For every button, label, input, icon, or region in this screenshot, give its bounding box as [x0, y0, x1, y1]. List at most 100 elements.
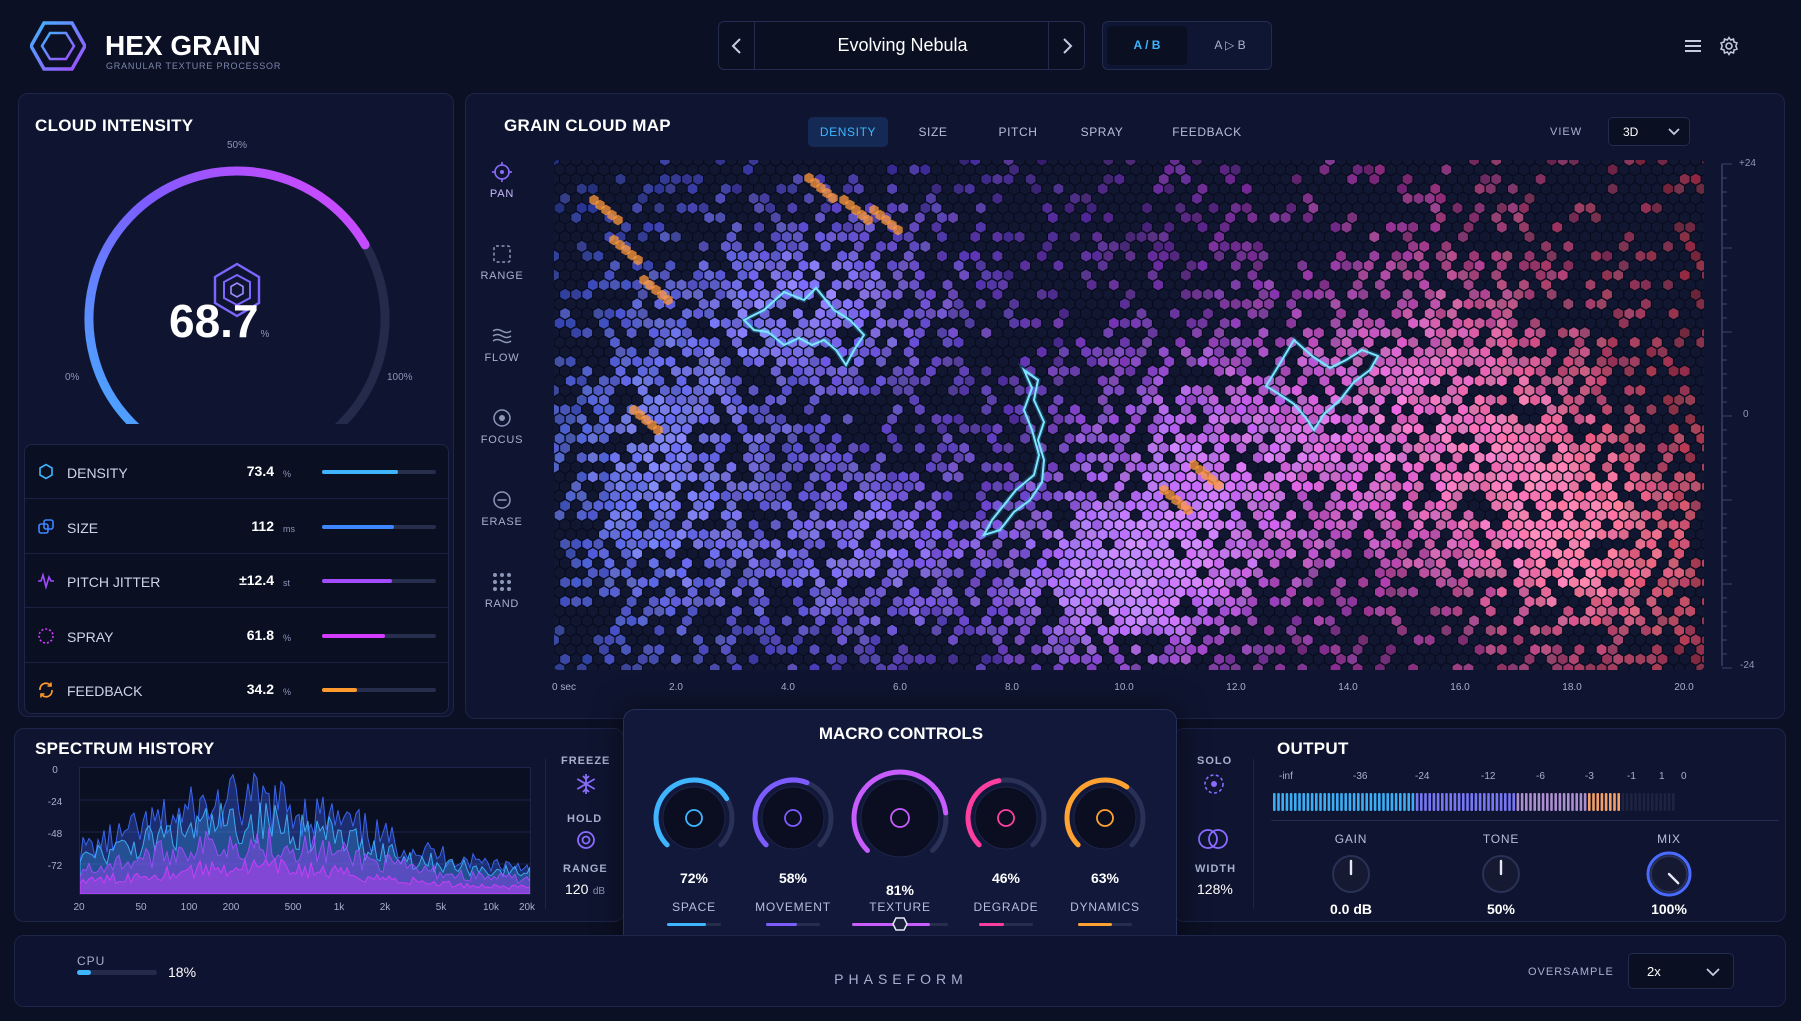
param-row[interactable]: hexagon-icon DENSITY 73.4% [25, 445, 448, 499]
meter-tick: -1 [1627, 771, 1636, 782]
tool-erase[interactable]: ERASE [466, 484, 538, 554]
brand-subtitle: GRANULAR TEXTURE PROCESSOR [106, 61, 282, 71]
cpu-label: CPU [77, 954, 106, 968]
spectrum-x-tick: 500 [284, 902, 302, 913]
param-row[interactable]: spray-icon SPRAY 61.8% [25, 609, 448, 663]
oversample-select[interactable]: 2x [1628, 953, 1734, 989]
menu-icon[interactable] [1684, 38, 1702, 54]
macro-knob-texture[interactable] [846, 764, 954, 872]
output-level-meter [1271, 791, 1781, 813]
grain-cloud-map-panel: GRAIN CLOUD MAP DENSITY SIZE PITCH SPRAY FEE… [465, 93, 1785, 719]
macro-knob-movement[interactable] [747, 772, 839, 864]
macro-knob-degrade[interactable] [960, 772, 1052, 864]
macro-knob-bar-fill [852, 923, 930, 926]
spectrum-x-tick: 50 [135, 902, 147, 913]
freeze-snowflake-icon[interactable] [575, 773, 597, 795]
intensity-gauge[interactable] [79, 144, 399, 424]
param-row[interactable]: resize-icon SIZE 112 ms [25, 500, 448, 554]
tool-range[interactable]: RANGE [466, 238, 538, 308]
spectrum-x-tick: 2k [379, 902, 391, 913]
output-knob-value: 0.0 dB [1329, 901, 1372, 917]
map-x-axis: 0 sec 2.0 4.0 6.0 8.0 10.0 12.0 14.0 16.0 18.0 20.… [552, 682, 1704, 698]
meter-tick: -12 [1481, 771, 1496, 782]
width-value[interactable]: 128% [1197, 881, 1233, 897]
oversample-label: OVERSAMPLE [1528, 966, 1614, 978]
output-knob-tone[interactable] [1477, 850, 1525, 898]
macro-knob-label: TEXTURE [869, 900, 931, 914]
tool-rand[interactable]: RAND [466, 566, 538, 636]
output-knob-value: 100% [1651, 901, 1687, 917]
tool-flow[interactable]: FLOW [466, 320, 538, 390]
param-slider[interactable] [322, 688, 436, 692]
macro-knob-space[interactable] [648, 772, 740, 864]
param-value: 112 [251, 517, 274, 534]
param-slider[interactable] [322, 633, 436, 638]
map-tab[interactable]: SPRAY [1080, 125, 1124, 139]
macro-knob-bar-fill [979, 923, 1004, 926]
param-slider[interactable] [322, 470, 436, 474]
tool-pan[interactable]: PAN [466, 156, 538, 226]
macro-knob-bar [766, 923, 820, 926]
output-knob-gain[interactable] [1327, 850, 1375, 898]
range-label: RANGE [563, 863, 608, 875]
grain-hex-map[interactable] [554, 160, 1704, 670]
width-rings-icon[interactable] [1197, 827, 1229, 851]
spectrum-y-tick: -48 [47, 829, 63, 840]
macro-knob-value: 63% [1090, 870, 1120, 886]
map-x-tick: 10.0 [1114, 682, 1134, 693]
map-tab[interactable]: SIZE [918, 125, 948, 139]
spectrum-x-tick: 1k [333, 902, 345, 913]
preset-next-button[interactable] [1048, 22, 1084, 69]
spectrum-x-tick: 5k [435, 902, 447, 913]
width-label: WIDTH [1195, 863, 1237, 875]
tool-focus[interactable]: FOCUS [466, 402, 538, 472]
param-value: ±12.4 [239, 572, 274, 588]
param-row[interactable]: loop-icon FEEDBACK 34.2% [25, 663, 448, 717]
map-tab[interactable]: FEEDBACK [1172, 125, 1242, 139]
cloud-intensity-panel: CLOUD INTENSITY 50% 0% 100% 68.7% hexago… [18, 93, 454, 717]
param-unit: st [283, 578, 291, 588]
preset-name[interactable]: Evolving Nebula [837, 35, 968, 55]
param-name: FEEDBACK [67, 683, 143, 699]
macro-knob-bar [667, 923, 721, 926]
tool-label: PAN [489, 188, 515, 200]
spectrum-x-tick: 20k [518, 902, 536, 913]
param-slider-fill [322, 524, 394, 529]
param-slider[interactable] [322, 524, 436, 529]
texture-thumb-icon[interactable] [892, 916, 908, 932]
map-tab[interactable]: DENSITY [808, 117, 888, 147]
chevron-right-icon [1063, 38, 1073, 54]
chevron-down-icon [1668, 128, 1680, 136]
map-x-tick: 8.0 [1005, 682, 1019, 693]
param-value: 34.2 [246, 681, 274, 697]
tool-label: FLOW [484, 352, 520, 364]
ab-group: A / B A ▷ B [1102, 21, 1272, 70]
output-knob-mix[interactable] [1645, 850, 1693, 898]
brand-logo-icon [30, 20, 86, 72]
settings-gear-icon[interactable] [1719, 36, 1739, 56]
ab-copy-button[interactable]: A ▷ B [1214, 38, 1246, 52]
output-knob-label: TONE [1482, 832, 1520, 846]
param-value: 61.8 [246, 626, 274, 643]
ab-toggle-button[interactable]: A / B [1107, 26, 1187, 65]
param-list: hexagon-icon DENSITY 73.4% resize-icon SIZE 1… [24, 444, 449, 714]
map-tab[interactable]: PITCH [998, 125, 1038, 139]
param-slider[interactable] [322, 579, 436, 583]
param-name: SPRAY [67, 628, 114, 645]
preset-prev-button[interactable] [719, 22, 755, 69]
brand-name: HEX GRAIN [105, 30, 261, 61]
param-row[interactable]: wave-icon PITCH JITTER ±12.4 st [25, 554, 448, 608]
view-select[interactable]: 3D [1608, 117, 1690, 146]
map-x-tick: 16.0 [1450, 682, 1470, 693]
macro-knob-dynamics[interactable] [1059, 772, 1151, 864]
meter-tick: -24 [1415, 771, 1430, 782]
map-title: GRAIN CLOUD MAP [504, 116, 671, 135]
intensity-label-max: 100% [387, 372, 413, 383]
range-value[interactable]: 120 dB [565, 881, 605, 899]
map-x-tick: 2.0 [669, 682, 683, 693]
macro-knob-bar [1078, 923, 1132, 926]
solo-icon[interactable] [1203, 773, 1225, 795]
rand-grid-icon [492, 572, 512, 592]
focus-target-icon [492, 408, 512, 428]
hold-target-icon[interactable] [576, 830, 596, 850]
